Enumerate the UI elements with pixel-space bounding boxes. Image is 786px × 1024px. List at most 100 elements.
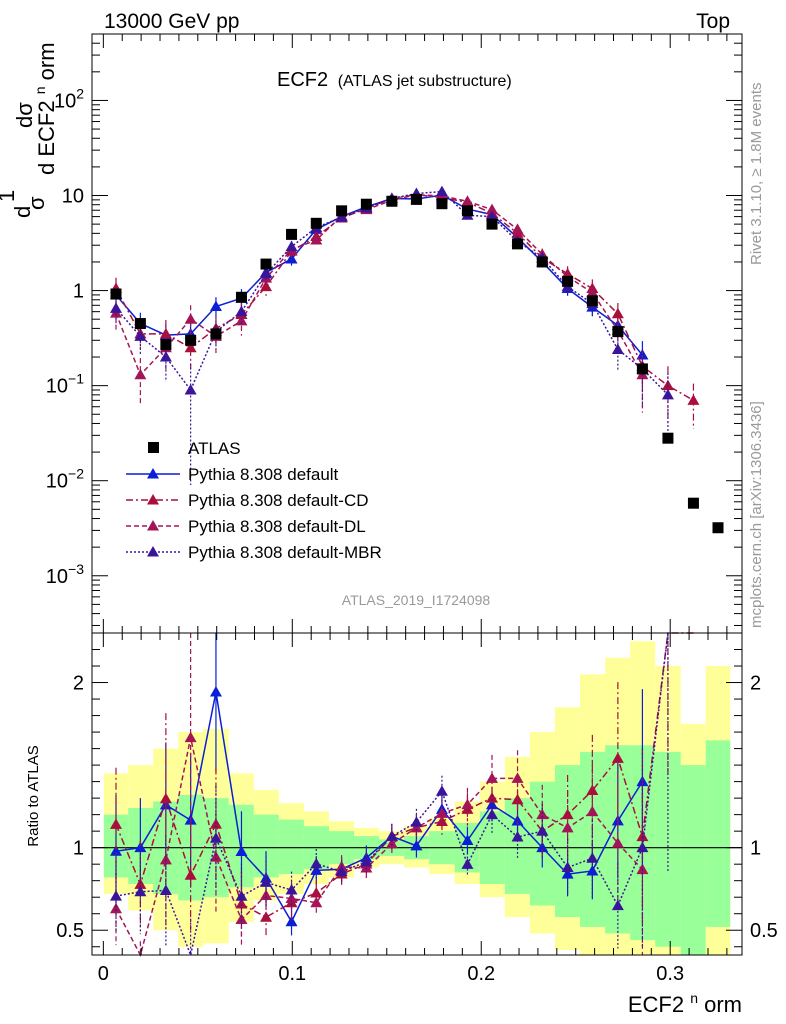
ratio-point-mbr [461, 858, 474, 869]
ratio-point-mbr [586, 852, 599, 863]
main-point-dl [586, 286, 599, 298]
ratio-point-cd [611, 752, 624, 763]
ratio-band-green [278, 819, 304, 875]
atlas-point [210, 328, 222, 340]
main-y-tick-label: 102 [54, 85, 84, 112]
main-point-mbr [335, 211, 348, 222]
ratio-point-dl [184, 731, 197, 743]
main-series [109, 185, 724, 534]
legend-label-default: Pythia 8.308 default [188, 465, 339, 484]
atlas-point [662, 432, 674, 444]
ratio-point-dl [285, 892, 298, 903]
ratio-plot-area [92, 632, 742, 958]
plot-title: ECF2 (ATLAS jet substructure) [277, 69, 512, 91]
ratio-frame [91, 632, 743, 956]
ratio-point-default [536, 841, 549, 853]
ratio-point-mbr [209, 832, 222, 843]
ratio-point-dl [385, 837, 398, 849]
atlas-point [436, 198, 448, 210]
atlas-point [586, 295, 598, 307]
ratio-y-label: Ratio to ATLAS [25, 745, 42, 846]
x-tick-label: 0.1 [278, 963, 306, 985]
svg-text:1: 1 [0, 190, 19, 202]
ratio-y-tick-label-right: 1 [750, 838, 761, 860]
ratio-point-mbr [611, 899, 624, 911]
ratio-point-dl [461, 798, 474, 810]
main-y-tick-label: 10−1 [46, 371, 84, 398]
header-left: 13000 GeV pp [104, 10, 239, 33]
ratio-point-dl [561, 821, 574, 833]
ratio-point-default [134, 841, 147, 853]
axis-ticks: 0 0.1 0.2 0.3 10−3 10−2 10−1 1 10 102 0.5 0.5 1 1 2 2 [46, 33, 778, 985]
ratio-point-mbr [260, 876, 273, 887]
ratio-point-dl [109, 902, 122, 914]
plot-title-sub: (ATLAS jet substructure) [338, 73, 512, 90]
ratio-bands [103, 641, 731, 955]
atlas-point [286, 228, 298, 240]
main-point-mbr [184, 383, 197, 395]
ratio-point-mbr [235, 890, 248, 901]
axes-frames [91, 33, 743, 956]
ratio-point-default [235, 845, 248, 857]
x-tick-label: 0.3 [656, 963, 684, 985]
atlas-point [636, 363, 648, 375]
main-line-mbr [115, 190, 669, 396]
main-point-dl [486, 203, 499, 215]
legend: ATLAS Pythia 8.308 default Pythia 8.308 de… [126, 439, 382, 562]
main-y-label: d σ 1 dσ d ECF2 n orm [0, 42, 59, 218]
ratio-y-tick-label-left: 2 [73, 673, 84, 695]
main-point-mbr [260, 267, 273, 279]
main-point-cd [687, 394, 700, 405]
x-axis-label: ECF2 n orm [628, 983, 742, 1017]
main-point-mbr [435, 185, 448, 197]
ratio-y-tick-label-right: 0.5 [750, 920, 778, 942]
side-note-rivet: Rivet 3.1.10, ≥ 1.8M events [748, 83, 765, 266]
svg-text:d ECF2 n orm: d ECF2 n orm [25, 42, 59, 175]
ratio-point-default [209, 685, 222, 697]
main-point-mbr [285, 240, 298, 252]
legend-marker-default [147, 468, 159, 479]
ratio-point-dl [209, 851, 222, 862]
ylabel-dsigma: dσ [12, 102, 37, 128]
main-point-mbr [159, 351, 172, 362]
main-y-tick-label: 10−2 [46, 466, 84, 493]
x-tick-label: 0.2 [467, 963, 495, 985]
atlas-point [461, 205, 473, 217]
svg-text:dσ: dσ [12, 102, 37, 128]
ratio-point-cd [184, 869, 197, 880]
ratio-y-tick-label-left: 1 [73, 838, 84, 860]
main-point-dl [235, 314, 248, 326]
ratio-point-mbr [536, 825, 549, 836]
main-point-cd [260, 280, 273, 292]
legend-marker-atlas [148, 442, 159, 453]
legend-label-atlas: ATLAS [188, 439, 241, 458]
atlas-point [386, 195, 398, 207]
atlas-point [410, 193, 422, 205]
ratio-point-mbr [109, 890, 122, 901]
ratio-point-default [461, 834, 474, 845]
ratio-line-mbr [115, 632, 669, 958]
main-point-mbr [109, 302, 122, 313]
header-right: Top [696, 10, 730, 33]
ratio-point-dl [260, 889, 273, 900]
xlabel-base: ECF2 [628, 992, 684, 1017]
atlas-point [712, 522, 724, 534]
main-point-dl [134, 368, 147, 380]
atlas-point [185, 334, 197, 346]
analysis-id: ATLAS_2019_I1724098 [342, 592, 491, 608]
legend-label-cd: Pythia 8.308 default-CD [188, 491, 369, 510]
ratio-point-mbr [134, 885, 147, 897]
ratio-point-mbr [511, 831, 524, 842]
atlas-point [160, 339, 172, 351]
ratio-point-default [410, 839, 423, 851]
ratio-point-mbr [159, 884, 172, 895]
ratio-point-mbr [561, 861, 574, 872]
ratio-point-mbr [435, 785, 448, 796]
ratio-y-tick-label-left: 0.5 [56, 920, 84, 942]
ratio-point-mbr [385, 830, 398, 841]
main-point-dl [310, 234, 323, 245]
atlas-point [360, 198, 372, 210]
main-point-mbr [134, 330, 147, 341]
atlas-point [260, 258, 272, 270]
